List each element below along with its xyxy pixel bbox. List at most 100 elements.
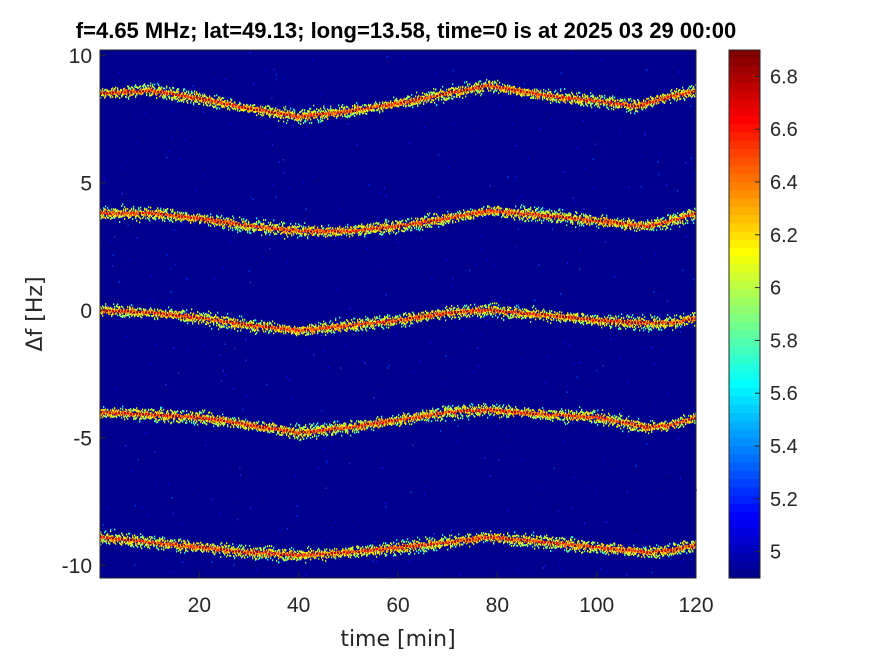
trace-pixel xyxy=(162,96,164,99)
trace-hot-pixel xyxy=(187,95,189,98)
speckle-pixel xyxy=(658,173,660,176)
trace-pixel xyxy=(200,94,202,97)
trace-pixel xyxy=(494,80,496,83)
trace-pixel xyxy=(165,90,167,93)
trace-pixel xyxy=(482,87,484,89)
speckle-pixel xyxy=(499,296,501,299)
trace-pixel xyxy=(298,119,300,122)
trace-pixel xyxy=(589,101,591,103)
trace-pixel xyxy=(529,93,531,96)
speckle-pixel xyxy=(572,363,574,365)
trace-pixel xyxy=(100,89,102,92)
trace-pixel xyxy=(406,98,408,101)
trace-pixel xyxy=(155,93,157,95)
trace-pixel xyxy=(575,96,577,99)
speckle-pixel xyxy=(324,350,326,353)
trace-pixel xyxy=(192,95,194,97)
trace-pixel xyxy=(453,88,455,91)
trace-pixel xyxy=(212,105,214,107)
trace-pixel xyxy=(686,96,688,99)
speckle-pixel xyxy=(323,103,325,106)
speckle-pixel xyxy=(349,462,351,465)
trace-pixel xyxy=(203,104,205,106)
trace-pixel xyxy=(326,116,328,118)
trace-pixel xyxy=(178,88,180,90)
trace-hot-pixel xyxy=(262,109,264,112)
trace-pixel xyxy=(147,84,149,87)
trace-hot-pixel xyxy=(346,110,348,113)
trace-hot-pixel xyxy=(643,103,645,106)
trace-pixel xyxy=(658,102,660,104)
trace-pixel xyxy=(137,91,139,94)
trace-pixel xyxy=(230,227,232,229)
trace-pixel xyxy=(321,109,323,112)
trace-pixel xyxy=(599,98,601,101)
trace-pixel xyxy=(304,111,306,114)
speckle-pixel xyxy=(271,143,273,146)
trace-pixel xyxy=(324,111,326,114)
speckle-pixel xyxy=(560,293,562,295)
speckle-pixel xyxy=(125,444,127,447)
speckle-pixel xyxy=(292,334,294,337)
trace-pixel xyxy=(188,92,190,94)
trace-pixel xyxy=(651,104,653,107)
speckle-pixel xyxy=(337,288,339,291)
trace-pixel xyxy=(513,92,515,94)
trace-pixel xyxy=(117,90,119,92)
trace-pixel xyxy=(305,112,307,115)
speckle-pixel xyxy=(284,123,286,126)
speckle-pixel xyxy=(409,142,411,144)
trace-pixel xyxy=(353,113,355,116)
trace-pixel xyxy=(269,107,271,110)
trace-pixel xyxy=(580,104,582,106)
speckle-pixel xyxy=(547,356,549,358)
trace-pixel xyxy=(214,102,216,105)
trace-hot-pixel xyxy=(388,104,390,107)
trace-hot-pixel xyxy=(103,92,105,95)
speckle-pixel xyxy=(388,364,390,367)
trace-pixel xyxy=(331,234,333,237)
trace-pixel xyxy=(117,87,119,90)
trace-pixel xyxy=(340,114,342,117)
trace-pixel xyxy=(325,235,327,238)
trace-pixel xyxy=(317,118,319,121)
trace-pixel xyxy=(102,89,104,92)
trace-hot-pixel xyxy=(310,113,312,116)
speckle-pixel xyxy=(562,441,564,444)
trace-pixel xyxy=(452,87,454,89)
trace-pixel xyxy=(543,88,545,91)
trace-pixel xyxy=(262,114,264,117)
trace-pixel xyxy=(101,90,103,93)
trace-pixel xyxy=(293,112,295,115)
speckle-pixel xyxy=(321,93,324,95)
speckle-pixel xyxy=(356,144,358,146)
speckle-pixel xyxy=(495,423,497,426)
trace-pixel xyxy=(598,103,600,106)
trace-pixel xyxy=(229,101,231,104)
speckle-pixel xyxy=(283,77,285,79)
trace-pixel xyxy=(497,84,499,87)
trace-pixel xyxy=(158,88,160,91)
speckle-pixel xyxy=(321,542,323,544)
trace-pixel xyxy=(223,105,225,108)
speckle-pixel xyxy=(644,347,646,349)
speckle-pixel xyxy=(604,208,606,210)
trace-pixel xyxy=(662,100,664,103)
trace-pixel xyxy=(121,95,123,98)
trace-pixel xyxy=(232,229,234,232)
trace-pixel xyxy=(149,216,151,219)
speckle-pixel xyxy=(385,502,387,505)
speckle-pixel xyxy=(462,543,464,545)
trace-hot-pixel xyxy=(646,102,648,104)
trace-pixel xyxy=(467,84,469,87)
trace-pixel xyxy=(210,213,212,216)
speckle-pixel xyxy=(677,190,679,192)
trace-pixel xyxy=(327,113,329,116)
trace-pixel xyxy=(228,228,230,231)
trace-pixel xyxy=(287,119,289,122)
trace-pixel xyxy=(207,104,209,107)
trace-pixel xyxy=(209,104,211,107)
trace-pixel xyxy=(448,94,450,97)
trace-pixel xyxy=(562,95,564,98)
trace-pixel xyxy=(299,118,301,121)
